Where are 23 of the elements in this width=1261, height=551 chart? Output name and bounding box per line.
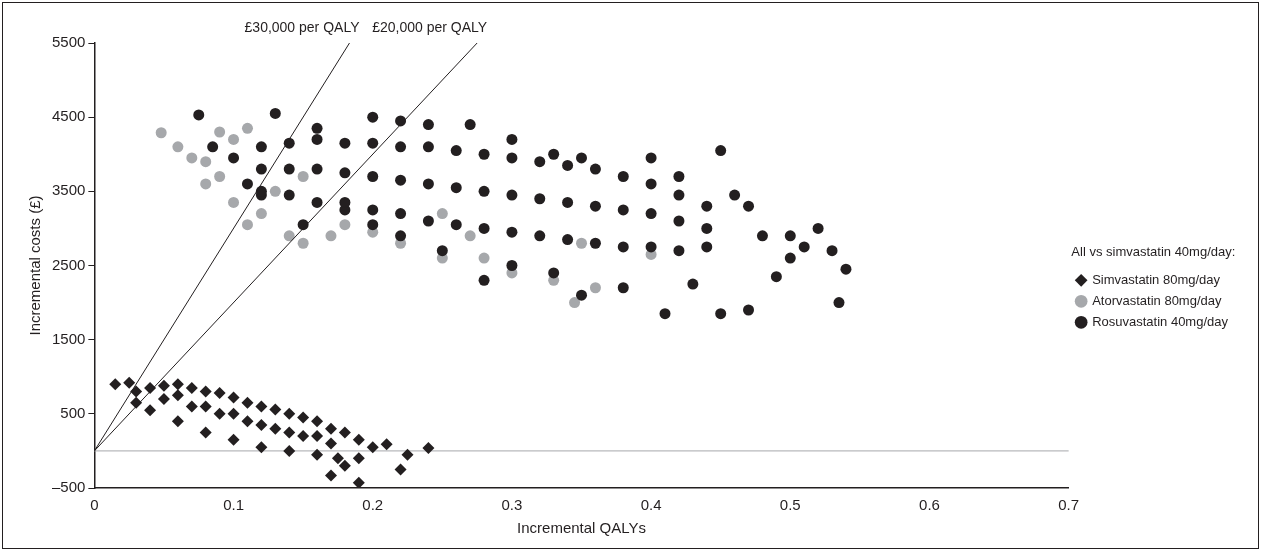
legend-label: Atorvastatin 80mg/day <box>1092 292 1222 308</box>
legend-label: Simvastatin 80mg/day <box>1092 271 1221 287</box>
y-tick-label: 3500 <box>51 181 86 199</box>
x-tick-label: 0.4 <box>640 496 662 514</box>
y-tick-label: –500 <box>51 478 86 496</box>
x-tick-label: 0.7 <box>1058 496 1080 514</box>
legend-label: Rosuvastatin 40mg/day <box>1092 313 1229 329</box>
annotation: £20,000 per QALY <box>372 18 488 35</box>
y-axis-title: Incremental costs (£) <box>26 195 44 336</box>
legend-title: All vs simvastatin 40mg/day: <box>1071 244 1236 260</box>
y-tick-label: 4500 <box>51 107 86 125</box>
x-tick-label: 0 <box>90 496 99 514</box>
y-tick-label: 5500 <box>51 33 86 51</box>
x-tick-label: 0.1 <box>223 496 244 514</box>
x-tick-label: 0.5 <box>779 496 801 514</box>
x-axis-title: Incremental QALYs <box>517 519 646 537</box>
y-tick-label: 500 <box>60 403 86 421</box>
y-tick-label: 2500 <box>51 255 86 273</box>
y-tick-label: 1500 <box>51 329 86 347</box>
x-tick-label: 0.3 <box>501 496 523 514</box>
annotation: £30,000 per QALY <box>244 18 361 35</box>
x-tick-label: 0.6 <box>919 496 940 514</box>
x-tick-label: 0.2 <box>362 496 384 514</box>
